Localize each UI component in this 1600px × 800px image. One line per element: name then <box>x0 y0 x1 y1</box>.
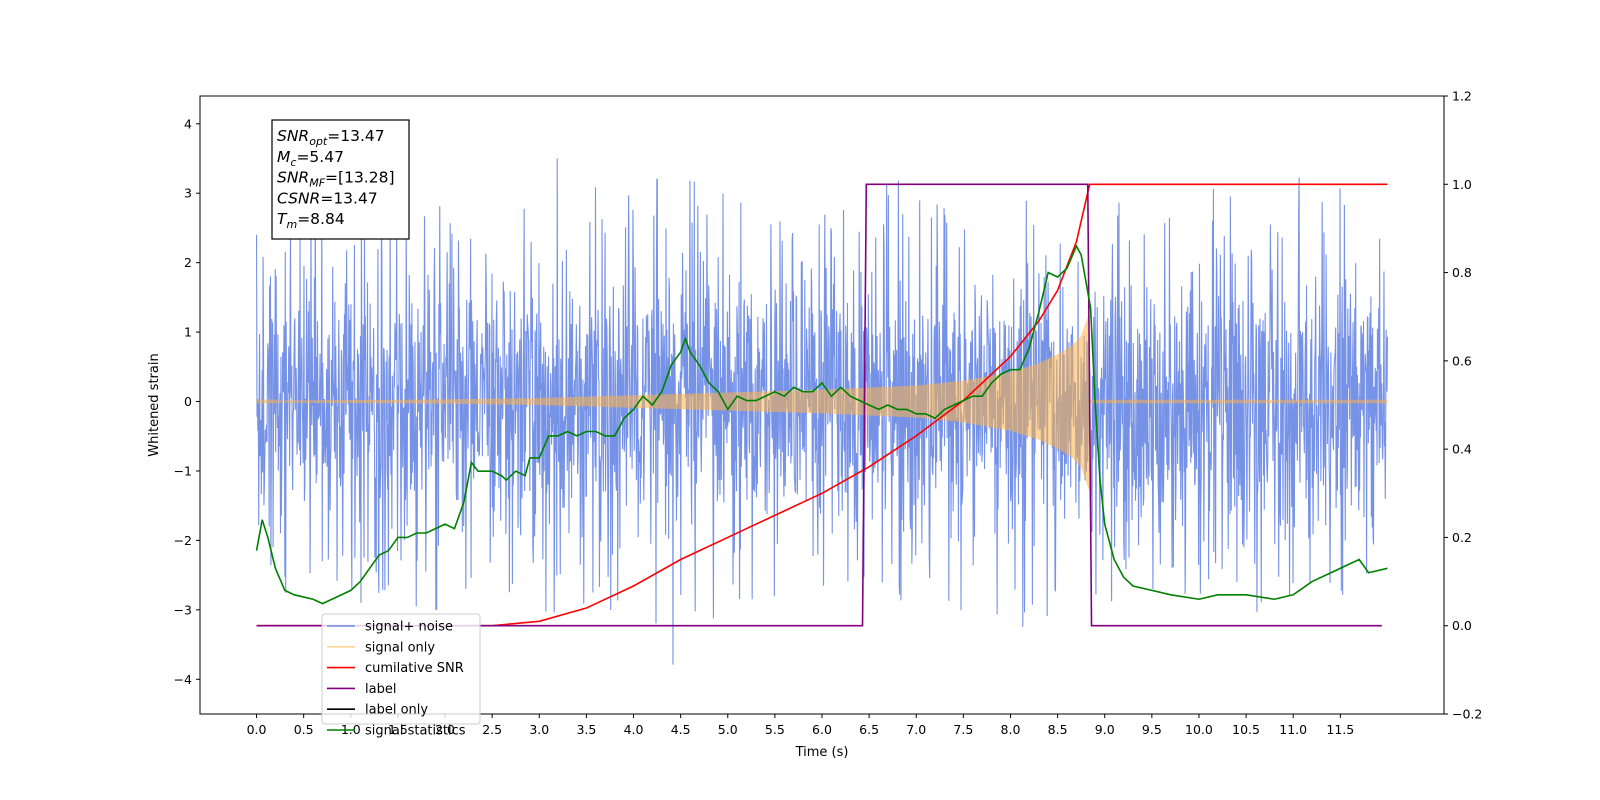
annotation-value: =[13.28] <box>325 169 394 187</box>
annotation-line: CSNR=13.47 <box>277 189 378 207</box>
legend-entry: cumilative SNR <box>327 661 464 676</box>
axes: 0.0 0.5 1.0 1.5 2.0 2.5 3.0 3.5 4.0 4.5 5.0 5.5 6.0 6… <box>147 89 1482 761</box>
x-tick-label: 1.5 <box>388 722 408 737</box>
annotation-line: Tm=8.84 <box>277 210 345 231</box>
x-tick-label: 10.0 <box>1185 722 1213 737</box>
annotation-value: =8.84 <box>297 210 345 228</box>
x-tick-label: 11.5 <box>1326 722 1354 737</box>
y-tick-label: −3 <box>174 602 192 617</box>
x-tick-label: 6.0 <box>812 722 832 737</box>
annotation-value: =5.47 <box>296 148 344 166</box>
y-tick-label: 4 <box>184 116 192 131</box>
legend-entry: label only <box>327 703 428 718</box>
y2-tick-label: 0.0 <box>1452 618 1472 633</box>
annotation-symbol: SNR <box>277 169 309 187</box>
x-tick-label: 9.0 <box>1095 722 1115 737</box>
x-tick-label: 2.0 <box>435 722 455 737</box>
x-tick-label: 10.5 <box>1232 722 1260 737</box>
annotation-value: =13.47 <box>320 189 377 207</box>
y-tick-label: −1 <box>174 463 192 478</box>
legend-entry: label <box>327 682 396 697</box>
annotation-subscript: opt <box>309 135 328 148</box>
annotation-symbol: SNR <box>277 127 309 145</box>
x-tick-label: 2.5 <box>482 722 502 737</box>
y-tick-label: 2 <box>184 255 192 270</box>
y2-tick-label: 0.8 <box>1452 265 1472 280</box>
x-tick-label: 8.0 <box>1001 722 1021 737</box>
annotation-subscript: c <box>290 156 296 169</box>
annotation-line: Mc=5.47 <box>277 148 344 169</box>
x-tick-label: 4.5 <box>671 722 691 737</box>
legend-frame <box>321 613 481 725</box>
x-tick-label: 9.5 <box>1142 722 1162 737</box>
annotation-frame <box>271 119 410 240</box>
legend-label: signal only <box>365 640 435 655</box>
x-tick-label: 3.0 <box>529 722 549 737</box>
annotation-symbol: T <box>277 210 288 228</box>
series-signal-noise <box>256 158 1388 665</box>
legend-entry: signal statistics <box>327 724 466 739</box>
y2-tick-label: 0.6 <box>1452 353 1472 368</box>
x-tick-label: 7.0 <box>906 722 926 737</box>
x-tick-label: 11.0 <box>1279 722 1307 737</box>
x-tick-label: 8.5 <box>1048 722 1068 737</box>
annotation-line: SNRMF=[13.28] <box>277 169 395 190</box>
y-tick-label: −2 <box>174 533 192 548</box>
series-cumulative-snr <box>256 183 1388 627</box>
legend-label: signal statistics <box>365 724 466 739</box>
annotation-value: =13.47 <box>327 127 384 145</box>
y-tick-label: 3 <box>184 186 192 201</box>
x-tick-label: 6.5 <box>859 722 879 737</box>
annotation-subscript: MF <box>309 177 325 190</box>
legend-label: label <box>365 682 396 697</box>
series-signal-statistics <box>255 244 1388 605</box>
legend-label: label only <box>365 703 428 718</box>
annotation-subscript: m <box>286 218 297 231</box>
plot-area <box>255 158 1388 665</box>
series-label <box>256 183 1382 627</box>
y2-tick-label: 1.2 <box>1452 89 1472 104</box>
y2-tick-label: 0.4 <box>1452 442 1472 457</box>
y-tick-label: 0 <box>184 394 192 409</box>
x-tick-label: 4.0 <box>624 722 644 737</box>
annotation-box: SNRopt=13.47Mc=5.47SNRMF=[13.28]CSNR=13.… <box>271 119 410 240</box>
x-tick-label: 0.5 <box>294 722 314 737</box>
y2-tick-label: −0.2 <box>1452 707 1482 722</box>
legend: signal+ noise signal only cumilative SNR la… <box>321 613 481 739</box>
legend-label: signal+ noise <box>365 620 453 635</box>
x-tick-label: 0.0 <box>247 722 267 737</box>
y-tick-label: −4 <box>174 672 192 687</box>
x-tick-label: 5.5 <box>765 722 785 737</box>
x-axis-label: Time (s) <box>795 745 849 760</box>
y-tick-label: 1 <box>184 325 192 340</box>
legend-entry: signal+ noise <box>327 620 453 635</box>
legend-label: cumilative SNR <box>365 661 464 676</box>
plot-clip-group <box>255 158 1388 665</box>
legend-entry: signal only <box>327 640 435 655</box>
x-tick-label: 7.5 <box>953 722 973 737</box>
y-axis-label: Whitened strain <box>147 353 162 456</box>
x-tick-label: 3.5 <box>576 722 596 737</box>
series-signal-only <box>256 313 1388 492</box>
annotation-symbol: M <box>277 148 290 166</box>
x-tick-label: 5.0 <box>718 722 738 737</box>
annotation-symbol: CSNR <box>277 189 320 207</box>
y2-tick-label: 1.0 <box>1452 177 1472 192</box>
y2-tick-label: 0.2 <box>1452 530 1472 545</box>
annotation-line: SNRopt=13.47 <box>277 127 385 148</box>
